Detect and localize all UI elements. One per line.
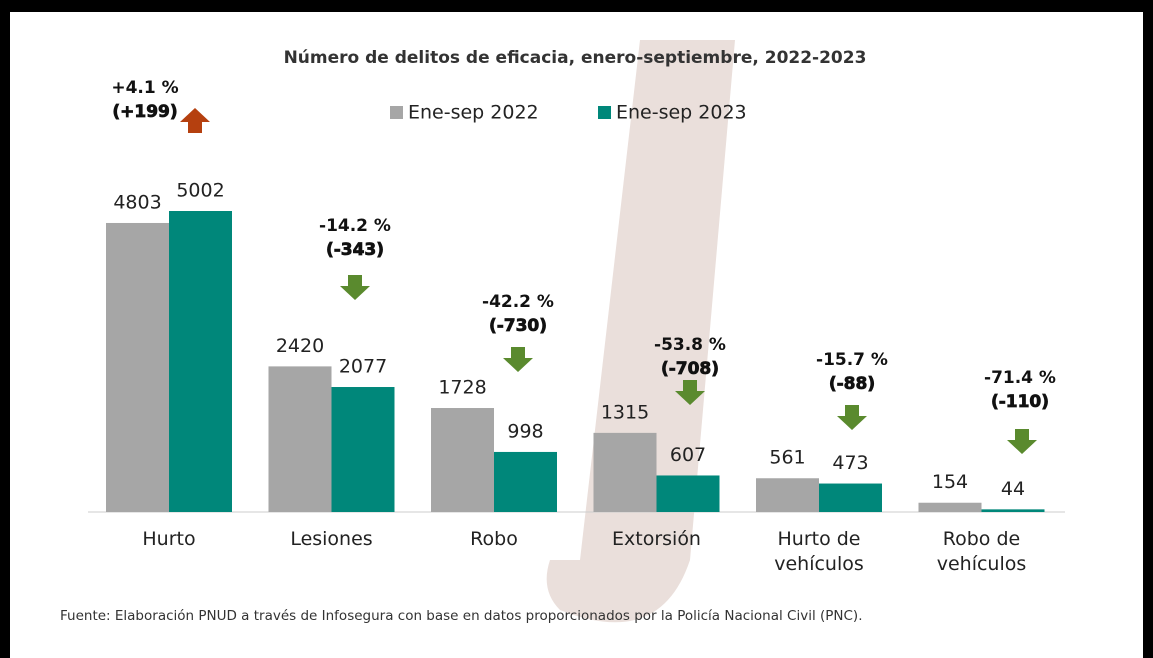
bar [656, 475, 720, 512]
source-note: Fuente: Elaboración PNUD a través de Inf… [60, 608, 863, 624]
annotation-percent: +4.1 % [111, 78, 178, 98]
value-label: 1728 [438, 377, 486, 399]
frame-left [0, 0, 10, 658]
category-label: Hurto de vehículos [774, 528, 864, 575]
annotation-change: (-88) [829, 374, 875, 394]
change-arrow [1007, 429, 1037, 454]
frame-top [0, 0, 1153, 12]
category-label: Lesiones [290, 528, 373, 550]
annotation-change: (-343) [326, 240, 384, 260]
bar [918, 502, 982, 512]
value-label: 1315 [601, 401, 649, 423]
bar [819, 483, 882, 512]
value-label: 607 [670, 444, 706, 466]
bar [106, 222, 169, 512]
annotation-change: (+199) [112, 102, 177, 122]
category-label: Robo de vehículos [936, 528, 1027, 575]
category-label: Robo [470, 528, 518, 550]
annotation-percent: -71.4 % [984, 368, 1056, 388]
value-label: 5002 [176, 180, 224, 202]
value-label: 2420 [276, 335, 324, 357]
chart-title: Número de delitos de eficacia, enero-sep… [284, 48, 867, 68]
value-label: 154 [932, 471, 968, 493]
value-label: 473 [832, 452, 868, 474]
legend-label: Ene-sep 2023 [616, 102, 747, 124]
change-arrow [675, 380, 705, 405]
value-label: 44 [1001, 478, 1025, 500]
category-label: Extorsión [612, 528, 701, 550]
bar [593, 432, 657, 512]
value-label: 4803 [113, 191, 161, 213]
bar [756, 478, 819, 512]
bar [431, 408, 494, 512]
bar [169, 211, 232, 512]
value-label: 998 [507, 420, 543, 442]
legend-label: Ene-sep 2022 [408, 102, 539, 124]
annotation-change: (-110) [991, 392, 1049, 412]
value-label: 2077 [339, 356, 387, 378]
bar [981, 509, 1045, 512]
value-label: 561 [769, 447, 805, 469]
category-label: Hurto [142, 528, 196, 550]
frame-right [1143, 0, 1153, 658]
bar [494, 451, 557, 512]
bar [331, 387, 395, 512]
bar [268, 366, 332, 512]
change-arrow [180, 108, 210, 133]
annotation-percent: -15.7 % [816, 350, 888, 370]
annotation-percent: -42.2 % [482, 292, 554, 312]
legend-swatch [598, 106, 611, 119]
change-arrow [503, 347, 533, 372]
annotation-change: (-708) [661, 359, 719, 379]
legend-swatch [390, 106, 403, 119]
change-arrow [837, 405, 867, 430]
annotation-percent: -53.8 % [654, 335, 726, 355]
annotation-change: (-730) [489, 316, 547, 336]
change-arrow [340, 275, 370, 300]
annotation-percent: -14.2 % [319, 216, 391, 236]
